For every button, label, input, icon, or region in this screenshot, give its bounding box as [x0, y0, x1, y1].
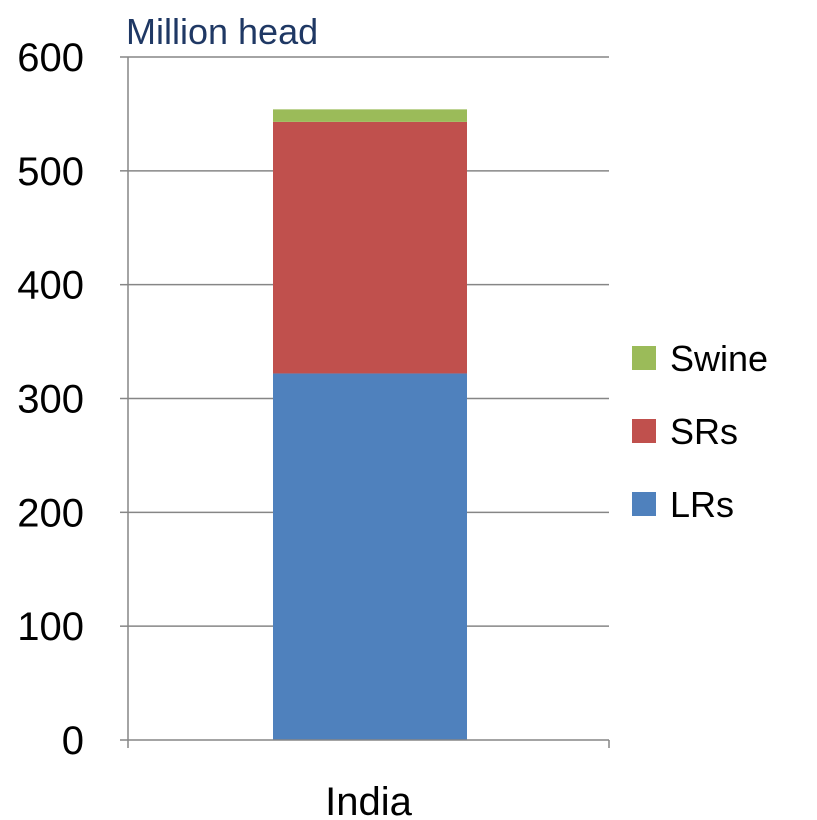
x-tick-labels: India [325, 780, 412, 820]
unit-label: Million head [126, 11, 318, 52]
bars [273, 109, 467, 740]
legend-swatch-lrs [632, 492, 656, 516]
bar-segment-srs [273, 121, 467, 374]
y-tick-labels: 0 100 200 300 400 500 600 [17, 36, 84, 763]
y-tick-label: 200 [17, 491, 84, 535]
y-tick-label: 400 [17, 264, 84, 308]
y-tick-label: 300 [17, 378, 84, 422]
y-tick-label: 500 [17, 150, 84, 194]
legend-swatch-swine [632, 346, 656, 370]
legend-label-srs: SRs [670, 411, 738, 452]
legend-swatch-srs [632, 419, 656, 443]
legend-label-swine: Swine [670, 338, 768, 379]
x-tick-label: India [325, 780, 412, 820]
y-tick-label: 100 [17, 605, 84, 649]
bar-segment-swine [273, 109, 467, 122]
legend-label-lrs: LRs [670, 484, 734, 525]
bar-segment-lrs [273, 373, 467, 740]
y-tick-label: 0 [62, 719, 84, 763]
axes [120, 56, 610, 748]
legend: Swine SRs LRs [632, 338, 768, 525]
y-tick-label: 600 [17, 36, 84, 80]
